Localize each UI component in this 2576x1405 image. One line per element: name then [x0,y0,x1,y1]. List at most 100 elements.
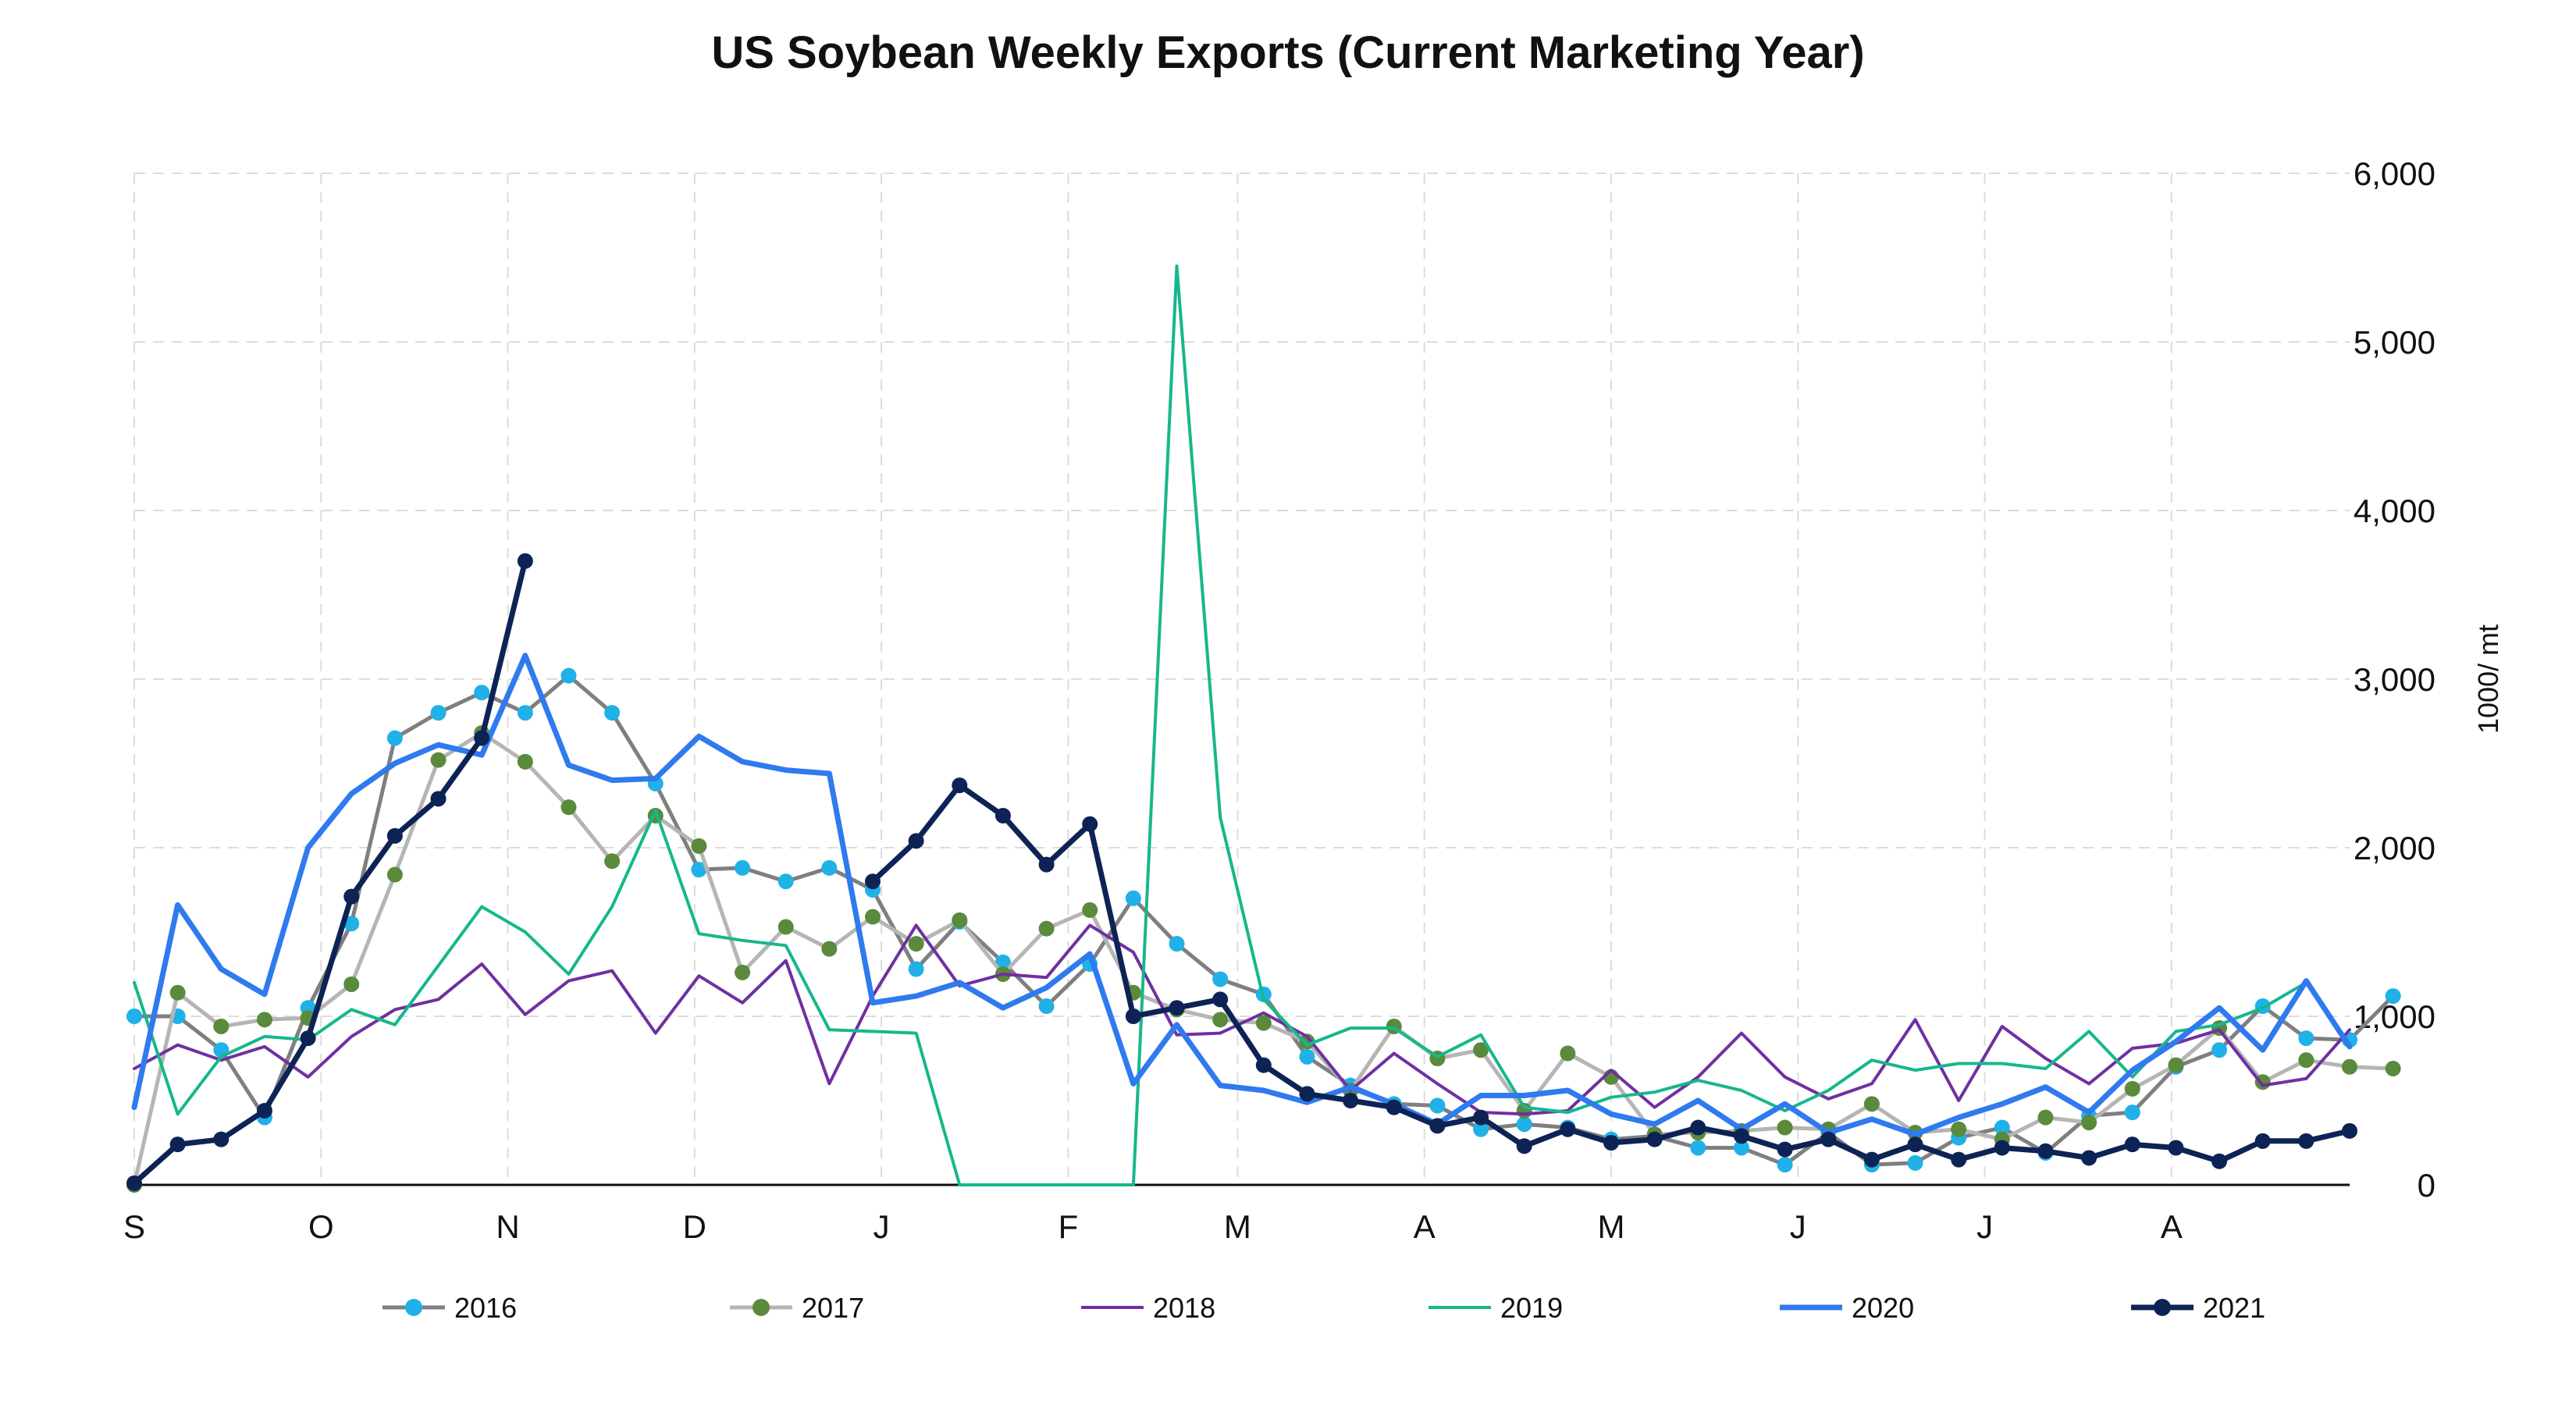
series-2021-point [2081,1150,2097,1166]
series-2017-point [2124,1080,2140,1097]
series-2016-point [474,685,490,701]
series-2021-point [1212,991,1229,1008]
series-2017-point [256,1012,272,1028]
series-2021-point [1386,1099,1402,1115]
series-layer [126,264,2401,1193]
series-2017-point [1560,1045,1576,1062]
series-2016-point [517,705,533,721]
series-2021-point [2342,1122,2357,1139]
series-2017-point [2342,1058,2357,1075]
chart-title: US Soybean Weekly Exports (Current Marke… [711,27,1865,78]
legend-swatch-marker [2154,1299,2171,1316]
legend-swatch-marker [753,1299,770,1316]
y-tick-label: 4,000 [2354,493,2435,529]
series-2017-point [1038,920,1055,937]
series-2017-point [1863,1096,1880,1112]
series-2021-point [1994,1140,2010,1156]
series-2021-point [2037,1143,2054,1159]
legend-label: 2017 [802,1292,864,1324]
series-2017-point [735,964,751,980]
series-2016-point [1169,936,1185,952]
series-2021-point [1646,1131,1663,1147]
series-2017-point [691,838,707,854]
series-2017-point [1473,1042,1489,1058]
series-2017-point [2298,1052,2314,1069]
y-axis: 0 1,000 2,000 3,000 4,000 5,000 6,000 [2354,155,2435,1204]
series-2016-point [2211,1042,2228,1058]
series-2019 [133,264,2351,1186]
series-2021 [126,553,2357,1191]
series-2021-point [2254,1133,2271,1149]
series-2017-point [560,799,577,816]
series-2016-point [343,916,360,932]
series-2017-point [1212,1012,1229,1028]
series-2017-point [952,912,968,928]
series-2017-line [132,731,2396,1187]
series-2021-point [865,873,881,890]
series-2021-point [213,1131,229,1147]
series-2016-point [2385,988,2401,1005]
series-2017-point [777,919,794,935]
series-2021-point [1733,1128,1749,1144]
series-2017 [126,725,2401,1193]
x-tick-label: J [1790,1208,1806,1245]
series-2021-point [2168,1140,2184,1156]
series-2016-point [1299,1048,1315,1065]
series-2016-point [1212,971,1229,987]
legend-item-2019[interactable]: 2019 [1429,1292,1563,1324]
series-2021-point [952,777,968,794]
series-2016-point [2124,1104,2140,1121]
series-2021-point [1255,1057,1272,1073]
y-tick-label: 0 [2418,1167,2435,1204]
series-2021-point [1907,1136,1923,1153]
series-2017-point [604,853,621,870]
legend-item-2020[interactable]: 2020 [1780,1292,1914,1324]
series-2016-point [1516,1116,1532,1133]
x-tick-label: A [1414,1208,1436,1245]
series-2021-point [1777,1141,1793,1158]
legend[interactable]: 2016 2017 2018 2019 2020 2021 [382,1292,2265,1324]
series-2021-point [1951,1151,1967,1168]
series-2016-point [908,961,924,977]
series-2021-point [1343,1093,1359,1108]
y-axis-label: 1000/ mt [2472,624,2504,734]
series-2021-point [1299,1086,1315,1102]
series-2017-point [343,976,360,992]
legend-label: 2016 [454,1292,517,1324]
series-2021-point [1820,1131,1837,1147]
legend-item-2018[interactable]: 2018 [1081,1292,1215,1324]
legend-label: 2020 [1852,1292,1914,1324]
series-2016-point [1473,1121,1489,1137]
series-2016-point [1125,890,1141,906]
series-2021-point [343,888,360,905]
series-2021-point [517,553,533,569]
series-2017-point [2385,1060,2401,1076]
series-2017-point [430,752,447,768]
series-2016-point [1994,1119,2010,1136]
series-2021-point [2298,1133,2314,1149]
series-2021-point [169,1136,186,1153]
series-2017-point [1951,1121,1967,1137]
series-2016-point [1907,1154,1923,1171]
series-2021-point [300,1030,316,1047]
series-2021-point [430,791,447,807]
legend-label: 2018 [1153,1292,1215,1324]
legend-item-2016[interactable]: 2016 [382,1292,517,1324]
legend-item-2017[interactable]: 2017 [730,1292,864,1324]
y-tick-label: 6,000 [2354,155,2435,192]
series-2016-point [691,862,707,878]
x-tick-label: A [2161,1208,2183,1245]
x-tick-label: F [1059,1208,1079,1245]
x-tick-label: N [496,1208,519,1245]
series-2021-point [474,730,490,746]
series-2017-point [2081,1115,2097,1131]
legend-item-2021[interactable]: 2021 [2131,1292,2265,1324]
series-2021-point [1863,1151,1880,1168]
series-2017-point [865,909,881,925]
series-2016-point [604,705,621,721]
series-2016-point [386,730,403,746]
series-2021-line [131,558,528,1186]
y-tick-label: 5,000 [2354,324,2435,361]
series-2016-point [1777,1157,1793,1173]
